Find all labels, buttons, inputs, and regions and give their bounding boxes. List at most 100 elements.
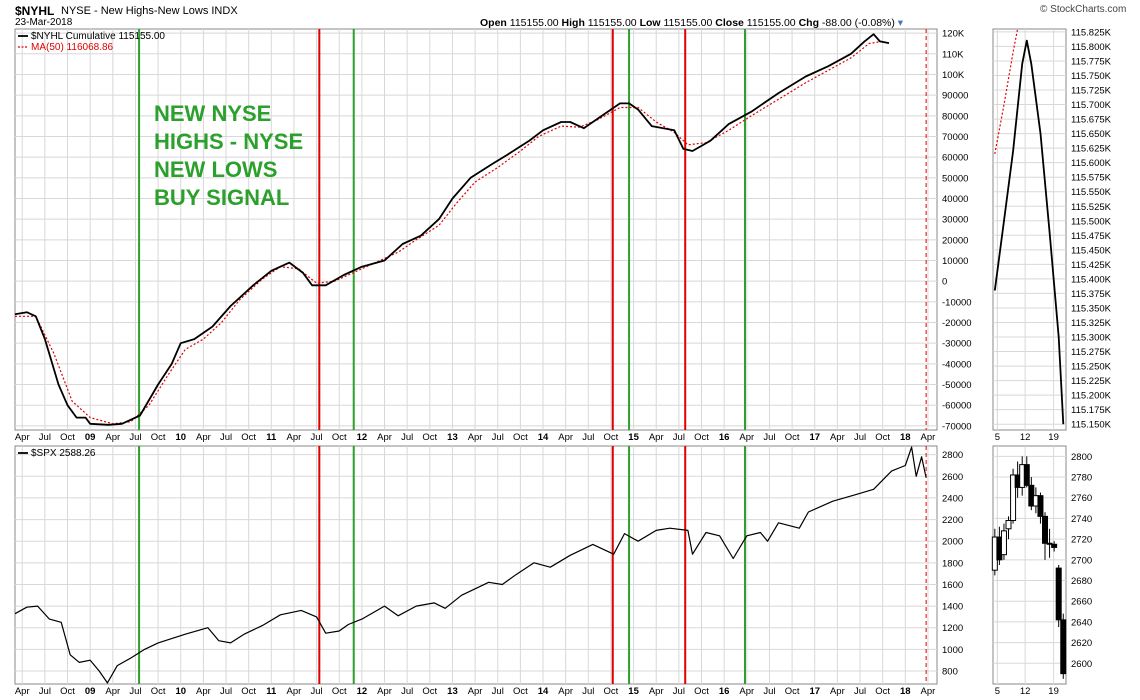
buy-signal-annotation: NEW NYSE HIGHS - NYSE NEW LOWS BUY SIGNA… [154,100,303,212]
x-tick-label: Jul [311,432,323,443]
y-tick-label: 115.425K [1071,260,1112,271]
x-tick-label: 10 [175,686,186,697]
y-tick-label: 60000 [942,153,968,164]
y-tick-label: 110K [942,49,964,60]
candle-body [1060,619,1067,675]
y-tick-label: 2600 [942,472,963,483]
y-tick-label: 115.800K [1071,42,1112,53]
y-tick-label: 115.725K [1071,86,1112,97]
x-tick-label: 16 [719,432,730,443]
y-tick-label: 115.575K [1071,173,1112,184]
x-tick-label: Oct [604,432,619,443]
y-tick-label: 115.350K [1071,303,1112,314]
y-tick-label: 2000 [942,537,963,548]
annotation-line: NEW NYSE [154,101,272,126]
x-tick-label: Jul [401,432,413,443]
candle-body [1010,474,1017,522]
x-tick-label: Oct [241,686,256,697]
y-tick-label: -50000 [942,380,972,391]
y-tick-label: 1000 [942,645,963,656]
x-tick-label: Jul [582,432,594,443]
y-tick-label: 40000 [942,194,968,205]
y-tick-label: 1400 [942,602,963,613]
y-tick-label: 115.700K [1071,100,1112,111]
y-tick-label: 2800 [942,450,963,461]
y-tick-label: 100K [942,70,965,81]
y-tick-label: -70000 [942,421,972,432]
x-tick-label: 5 [995,686,1000,697]
x-tick-label: 14 [538,432,549,443]
y-tick-label: -20000 [942,318,972,329]
x-tick-label: 13 [447,432,458,443]
x-tick-label: Oct [875,432,890,443]
chart-description: NYSE - New Highs-New Lows INDX [61,5,238,17]
candle-body [1042,515,1049,544]
chg-label: Chg [798,17,819,29]
x-tick-label: Apr [468,432,483,443]
y-tick-label: 115.550K [1071,187,1112,198]
y-tick-label: 120K [942,29,965,40]
y-tick-label: 115.275K [1071,347,1112,358]
x-tick-label: Oct [513,686,528,697]
x-tick-label: 17 [809,686,820,697]
y-tick-label: 1600 [942,580,963,591]
candle-body [1046,542,1053,545]
y-tick-label: -10000 [942,297,972,308]
legend-label: $NYHL Cumulative 115155.00 [31,31,165,42]
x-tick-label: Jul [492,432,504,443]
x-tick-label: Oct [875,686,890,697]
x-tick-label: 10 [175,432,186,443]
x-tick-label: Oct [604,686,619,697]
x-tick-label: 12 [1020,432,1031,443]
x-tick-label: Apr [15,686,30,697]
y-tick-label: 70000 [942,132,968,143]
x-tick-label: Jul [582,686,594,697]
y-tick-label: 2640 [1071,617,1092,628]
x-tick-label: Jul [763,686,775,697]
y-tick-label: 90000 [942,91,968,102]
panel-frame [992,28,1067,431]
y-tick-label: 2780 [1071,473,1092,484]
candle-body [1000,530,1007,556]
low-value: 115155.00 [663,17,713,29]
x-tick-label: Jul [220,686,232,697]
x-tick-label: 11 [266,432,277,443]
y-tick-label: 2740 [1071,514,1092,525]
y-tick-label: 115.500K [1071,216,1112,227]
x-tick-label: Jul [492,686,504,697]
y-tick-label: 115.475K [1071,231,1112,242]
x-tick-label: 15 [628,432,639,443]
y-tick-label: 115.400K [1071,274,1112,285]
nyhl-cumulative-line [14,33,890,426]
y-tick-label: 50000 [942,173,968,184]
y-tick-label: 115.225K [1071,376,1112,387]
x-tick-label: Apr [649,686,664,697]
x-tick-label: Oct [151,686,166,697]
legend-label: $SPX 2588.26 [31,448,96,459]
x-tick-label: Jul [854,432,866,443]
x-tick-label: Jul [763,432,775,443]
ma50-detail-line [994,28,1019,155]
x-tick-label: Apr [558,686,573,697]
nyhl-detail-line [993,39,1065,425]
x-tick-label: Oct [694,686,709,697]
dropdown-arrow-icon[interactable]: ▾ [897,17,904,29]
candle-body [1051,543,1058,548]
x-tick-label: Apr [287,432,302,443]
chart-date: 23-Mar-2018 [15,17,73,28]
x-tick-label: Jul [129,432,141,443]
panel-frame [14,28,938,431]
close-label: Close [715,17,744,29]
x-tick-label: 16 [719,686,730,697]
x-tick-label: 14 [538,686,549,697]
low-label: Low [639,17,661,29]
y-tick-label: 115.300K [1071,333,1112,344]
y-tick-label: 115.525K [1071,202,1112,213]
x-tick-label: Apr [739,432,754,443]
y-tick-label: 2200 [942,515,963,526]
y-tick-label: 115.175K [1071,405,1112,416]
chg-value: -88.00 (-0.08%) [821,17,895,29]
y-tick-label: 10000 [942,256,968,267]
annotation-line: NEW LOWS [154,157,278,182]
x-tick-label: Oct [60,432,75,443]
